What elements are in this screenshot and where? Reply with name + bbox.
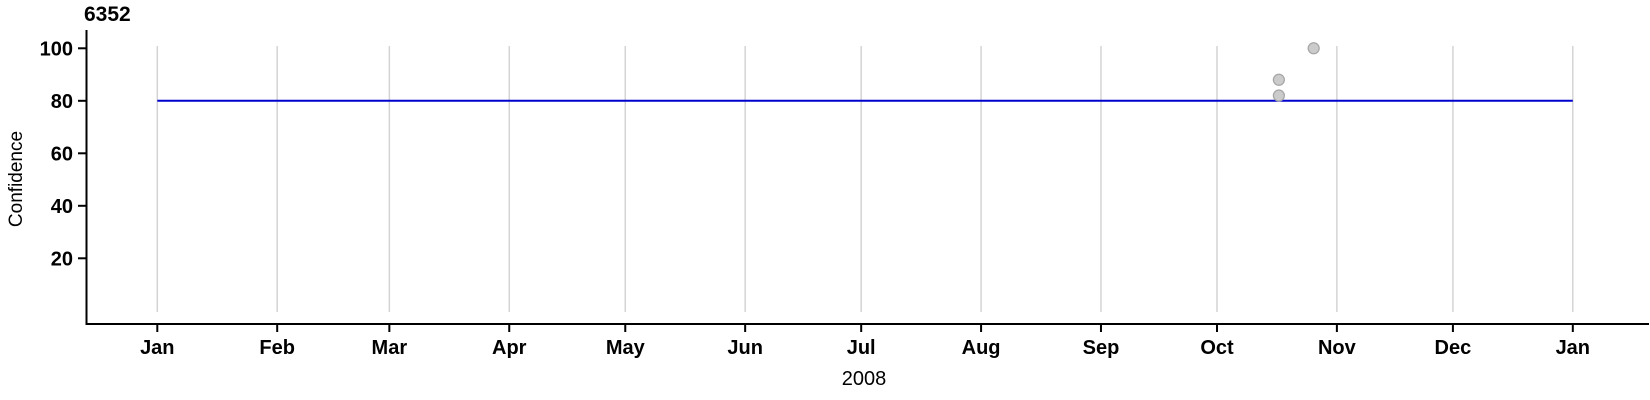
y-tick-label: 100 xyxy=(40,38,73,60)
x-tick-label: Feb xyxy=(259,337,295,359)
x-tick-label: Jun xyxy=(727,337,763,359)
y-tick-label: 40 xyxy=(51,196,73,218)
x-tick-label: Jul xyxy=(847,337,876,359)
x-tick-label: Jan xyxy=(1556,337,1590,359)
chart-title: 6352 xyxy=(84,3,131,26)
x-axis-label: 2008 xyxy=(841,368,887,390)
y-tick-label: 60 xyxy=(51,143,73,165)
x-tick-label: Oct xyxy=(1200,337,1234,359)
x-tick-label: Dec xyxy=(1435,337,1472,359)
data-point xyxy=(1307,42,1320,55)
y-tick-label: 80 xyxy=(51,91,73,113)
x-tick-label: Mar xyxy=(372,337,408,359)
x-tick-label: May xyxy=(606,337,646,359)
y-tick-label: 20 xyxy=(51,248,73,270)
x-tick-label: Sep xyxy=(1083,337,1120,359)
x-tick-label: Aug xyxy=(962,337,1001,359)
x-tick-label: Nov xyxy=(1318,337,1357,359)
data-point xyxy=(1272,89,1285,102)
data-point xyxy=(1272,73,1285,86)
x-tick-label: Apr xyxy=(492,337,527,359)
x-tick-label: Jan xyxy=(140,337,174,359)
